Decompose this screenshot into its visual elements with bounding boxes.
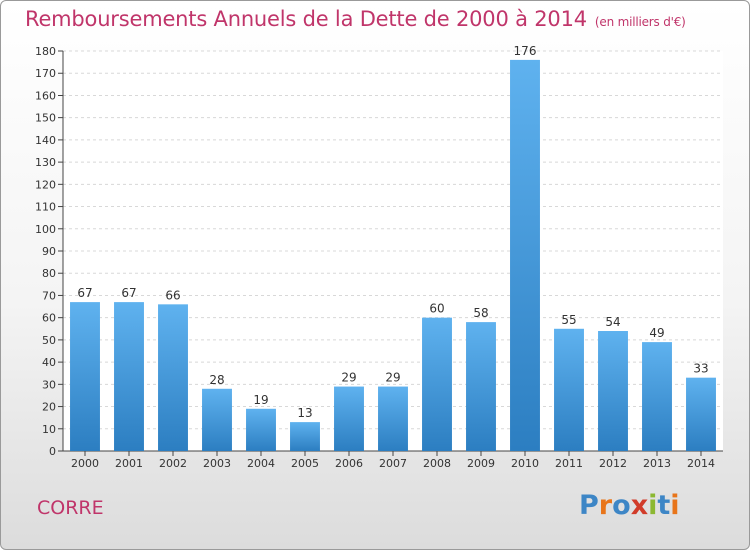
x-tick-label: 2010	[511, 457, 539, 470]
bar	[422, 317, 452, 451]
data-label: 28	[209, 373, 224, 387]
bar	[290, 422, 320, 451]
y-tick-label: 150	[35, 112, 56, 125]
town-name: CORRE	[37, 497, 104, 519]
y-tick-label: 60	[42, 312, 56, 325]
x-tick-label: 2011	[555, 457, 583, 470]
bar	[642, 342, 672, 451]
y-tick-label: 80	[42, 267, 56, 280]
y-tick-label: 110	[35, 201, 56, 214]
logo-letter: i	[670, 490, 680, 521]
y-tick-label: 120	[35, 178, 56, 191]
data-label: 66	[165, 288, 180, 302]
data-label: 67	[77, 286, 92, 300]
data-label: 176	[514, 44, 537, 58]
y-tick-label: 40	[42, 356, 56, 369]
y-tick-label: 180	[35, 45, 56, 58]
y-tick-label: 130	[35, 156, 56, 169]
bar	[554, 328, 584, 451]
bar	[246, 408, 276, 451]
data-label: 33	[693, 362, 708, 376]
chart-title: Remboursements Annuels de la Dette de 20…	[25, 7, 686, 31]
y-tick-label: 20	[42, 401, 56, 414]
y-tick-label: 30	[42, 378, 56, 391]
data-label: 29	[341, 371, 356, 385]
logo-letter: t	[657, 490, 671, 521]
data-label: 58	[473, 306, 488, 320]
y-tick-label: 170	[35, 67, 56, 80]
x-tick-label: 2000	[71, 457, 99, 470]
x-tick-label: 2006	[335, 457, 363, 470]
logo-letter: P	[579, 490, 599, 521]
logo-letter: i	[648, 490, 658, 521]
logo-letter: x	[630, 490, 649, 521]
y-tick-label: 0	[49, 445, 56, 458]
x-tick-label: 2009	[467, 457, 495, 470]
proxiti-logo: Proxiti	[579, 490, 680, 521]
logo-letter: r	[598, 490, 613, 521]
x-tick-label: 2014	[687, 457, 715, 470]
data-label: 29	[385, 371, 400, 385]
bar	[202, 388, 232, 451]
chart-title-unit: (en milliers d'€)	[594, 15, 686, 29]
y-tick-label: 140	[35, 134, 56, 147]
y-tick-label: 90	[42, 245, 56, 258]
x-tick-label: 2012	[599, 457, 627, 470]
bar	[598, 331, 628, 451]
x-tick-label: 2007	[379, 457, 407, 470]
data-label: 55	[561, 313, 576, 327]
x-tick-label: 2004	[247, 457, 275, 470]
bar	[378, 386, 408, 451]
chart-title-text: Remboursements Annuels de la Dette de 20…	[25, 7, 587, 31]
data-label: 54	[605, 315, 620, 329]
y-tick-label: 100	[35, 223, 56, 236]
data-label: 49	[649, 326, 664, 340]
x-tick-label: 2008	[423, 457, 451, 470]
y-tick-label: 70	[42, 289, 56, 302]
x-tick-label: 2002	[159, 457, 187, 470]
logo-letter: o	[612, 490, 631, 521]
bar	[158, 304, 188, 451]
bar	[510, 59, 540, 452]
data-label: 60	[429, 302, 444, 316]
bar	[466, 322, 496, 451]
x-tick-label: 2001	[115, 457, 143, 470]
bar	[686, 377, 716, 451]
bar	[334, 386, 364, 451]
y-tick-label: 50	[42, 334, 56, 347]
x-tick-label: 2005	[291, 457, 319, 470]
bar	[114, 302, 144, 451]
x-tick-label: 2013	[643, 457, 671, 470]
y-tick-label: 160	[35, 89, 56, 102]
data-label: 13	[297, 406, 312, 420]
x-tick-label: 2003	[203, 457, 231, 470]
data-label: 19	[253, 393, 268, 407]
data-label: 67	[121, 286, 136, 300]
bar	[70, 302, 100, 451]
y-tick-label: 10	[42, 423, 56, 436]
